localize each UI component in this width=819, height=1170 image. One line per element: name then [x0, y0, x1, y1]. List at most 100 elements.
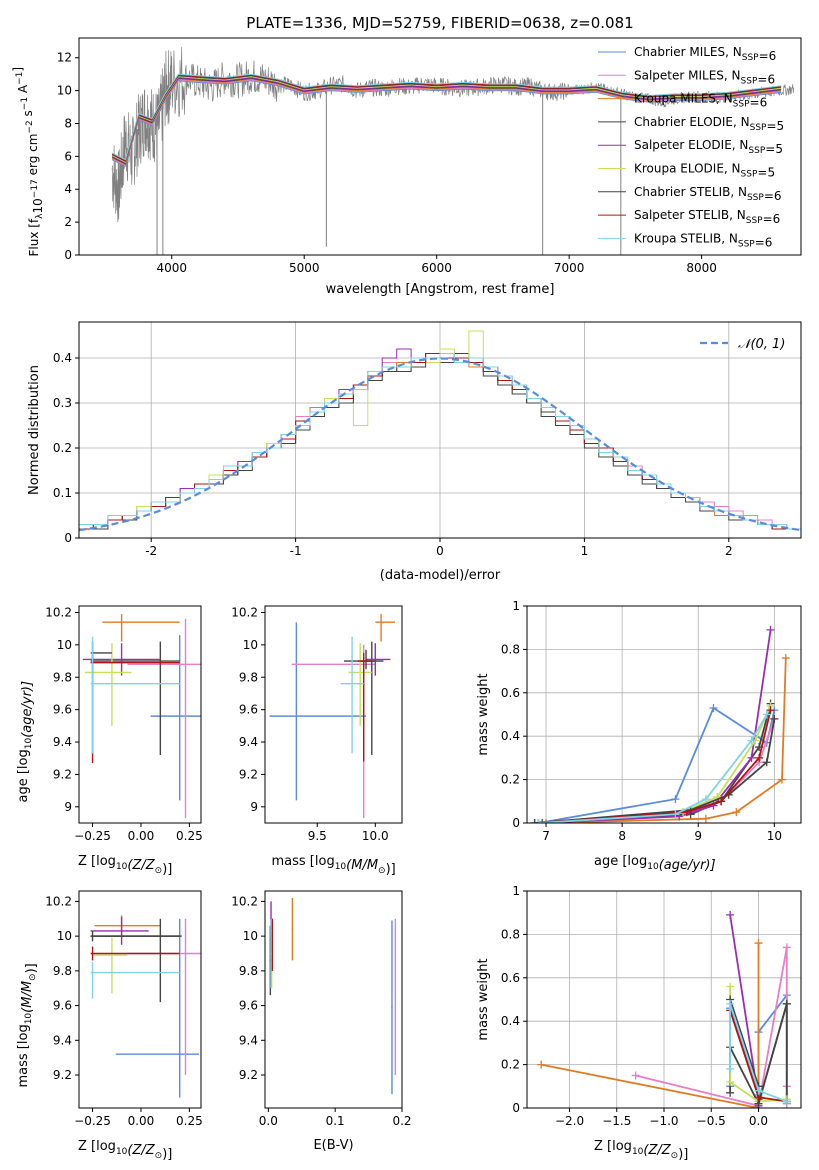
- mass-weight-marker: [777, 775, 786, 784]
- y-axis-label-part: −2: [25, 120, 35, 133]
- y-tick-label: 0.4: [501, 1014, 520, 1028]
- legend-label-part: SSP: [741, 76, 758, 86]
- y-tick-label: 10: [243, 929, 258, 943]
- legend-label-part: =6: [763, 212, 781, 226]
- legend-label-part: =6: [755, 235, 773, 249]
- mass-weight-marker: [701, 814, 710, 823]
- x-axis-label-part: (Z/Z: [643, 1143, 671, 1158]
- legend-label: Salpeter STELIB, NSSP=6: [634, 208, 780, 226]
- mass-weight-line: [542, 703, 772, 823]
- mass-weight-marker: [671, 795, 680, 804]
- y-tick-label: 4: [64, 182, 72, 196]
- x-tick-label: -2: [145, 544, 157, 558]
- legend-label-part: =6: [759, 49, 777, 63]
- y-tick-label: 9.4: [239, 735, 258, 749]
- legend-label: Kroupa ELODIE, NSSP=5: [634, 162, 775, 180]
- y-axis-label-part: −1: [20, 97, 30, 110]
- legend-label: Chabrier STELIB, NSSP=6: [634, 185, 782, 203]
- legend-label-part: Salpeter MILES, N: [634, 68, 741, 82]
- x-tick-label: 8: [618, 829, 626, 843]
- y-tick-label: 0.3: [53, 396, 72, 410]
- y-axis-label-part: 10: [31, 198, 45, 213]
- legend-label-part: =5: [765, 142, 783, 156]
- y-tick-label: 1: [512, 599, 520, 613]
- legend-label-part: SSP: [733, 100, 750, 110]
- x-tick-label: −0.25: [74, 1114, 111, 1128]
- x-axis-label: age [log10(age/yr)]: [594, 854, 716, 873]
- axes-frame: [78, 890, 202, 1109]
- x-tick-label: 9: [694, 829, 702, 843]
- y-tick-label: 0.6: [501, 686, 520, 700]
- y-tick-label: 10: [243, 638, 258, 652]
- mass-weight-marker: [709, 703, 718, 712]
- x-axis-label-part: (M/M: [346, 858, 378, 873]
- mass-weight-marker: [770, 714, 779, 723]
- mass-weight-marker: [755, 753, 764, 762]
- mass-weight-marker: [754, 939, 763, 948]
- x-tick-label: 7: [542, 829, 550, 843]
- mass-weight-line: [538, 709, 772, 823]
- legend-label: Chabrier ELODIE, NSSP=5: [634, 115, 784, 133]
- y-axis-label-group: Flux [fλ10−17 erg cm−2 s−1 A−1]: [11, 67, 45, 257]
- y-tick-label: 0.8: [501, 642, 520, 656]
- legend-label-part: Chabrier MILES, N: [634, 45, 742, 59]
- mass-weight-marker: [726, 982, 735, 991]
- y-axis-label-group: age [log10(age/yr)]: [16, 681, 35, 803]
- mass-weight-marker: [726, 999, 735, 1008]
- mass-weight-marker: [762, 710, 771, 719]
- mass-weight-vs-Z-panel: −2.0 −1.5 −1.0 −0.5 0.0 0 0.2 0.4 0.6 0.8 1 Z [log1…: [476, 884, 802, 1162]
- x-tick-label: 0.00: [128, 829, 155, 843]
- legend-label-part: Salpeter STELIB, N: [634, 208, 746, 222]
- y-tick-label: 9.8: [53, 964, 72, 978]
- axes-frame: [78, 37, 802, 256]
- y-axis-label-part: A: [16, 84, 30, 97]
- y-tick-label: 10: [57, 84, 72, 98]
- x-axis-label-part: )]: [162, 1147, 172, 1162]
- legend-label-part: SSP: [750, 123, 767, 133]
- y-axis-label-part: mass [log: [16, 1024, 31, 1087]
- x-axis-label: Z [log10(Z/Z⊙)]: [594, 1139, 688, 1162]
- y-axis-label-part: ]: [11, 67, 25, 72]
- legend-label-part: =5: [766, 119, 784, 133]
- x-tick-label: 4000: [156, 261, 187, 275]
- x-tick-label: 0.2: [392, 1114, 411, 1128]
- mass-weight-line: [541, 943, 760, 1108]
- legend-label-part: SSP: [747, 193, 764, 203]
- x-axis-label-part: 10: [116, 862, 128, 872]
- y-tick-label: 0: [64, 531, 72, 545]
- legend-label: Kroupa STELIB, NSSP=6: [634, 231, 772, 249]
- y-axis-label-part: s: [21, 110, 35, 120]
- y-tick-label: 9.6: [239, 703, 258, 717]
- mass-weight-marker: [538, 819, 547, 823]
- y-tick-label: 10: [57, 638, 72, 652]
- y-tick-label: 10.2: [45, 894, 72, 908]
- y-axis-label-part: (M/M: [20, 981, 35, 1013]
- x-axis-label-part: Z [log: [594, 1139, 632, 1154]
- legend-label-part: =6: [750, 96, 768, 110]
- axes-frame: [526, 605, 802, 824]
- x-tick-label: −1.0: [649, 1114, 678, 1128]
- residuals-panel: -2 -1 0 1 2 0 0.1 0.2 0.3 0.4 𝒩(0, 1) (data-model)/…: [27, 321, 802, 583]
- x-tick-label: 0.0: [259, 1114, 278, 1128]
- legend-label: Kroupa MILES, NSSP=6: [634, 92, 767, 110]
- y-axis-label-part: 10: [24, 1013, 34, 1025]
- y-tick-label: 9.2: [239, 767, 258, 781]
- y-tick-label: 9.2: [239, 1068, 258, 1082]
- y-tick-label: 0.1: [53, 486, 72, 500]
- y-tick-label: 10.2: [231, 894, 258, 908]
- legend-label-part: SSP: [748, 146, 765, 156]
- x-axis-label-part: Z [log: [78, 854, 116, 869]
- x-axis-label-part: ⊙: [671, 1151, 679, 1161]
- legend-label-part: Kroupa MILES, N: [634, 92, 733, 106]
- x-axis-label: Z [log10(Z/Z⊙)]: [78, 854, 172, 877]
- legend-label-part: SSP: [746, 216, 763, 226]
- y-tick-label: 9.6: [53, 703, 72, 717]
- y-tick-label: 9.8: [53, 670, 72, 684]
- legend-label: Salpeter MILES, NSSP=6: [634, 68, 775, 86]
- x-tick-label: −0.25: [74, 829, 111, 843]
- mass-weight-line: [534, 629, 772, 823]
- y-axis-label: Flux [fλ10−17 erg cm−2 s−1 A−1]: [11, 67, 45, 257]
- y-tick-label: 0.2: [501, 773, 520, 787]
